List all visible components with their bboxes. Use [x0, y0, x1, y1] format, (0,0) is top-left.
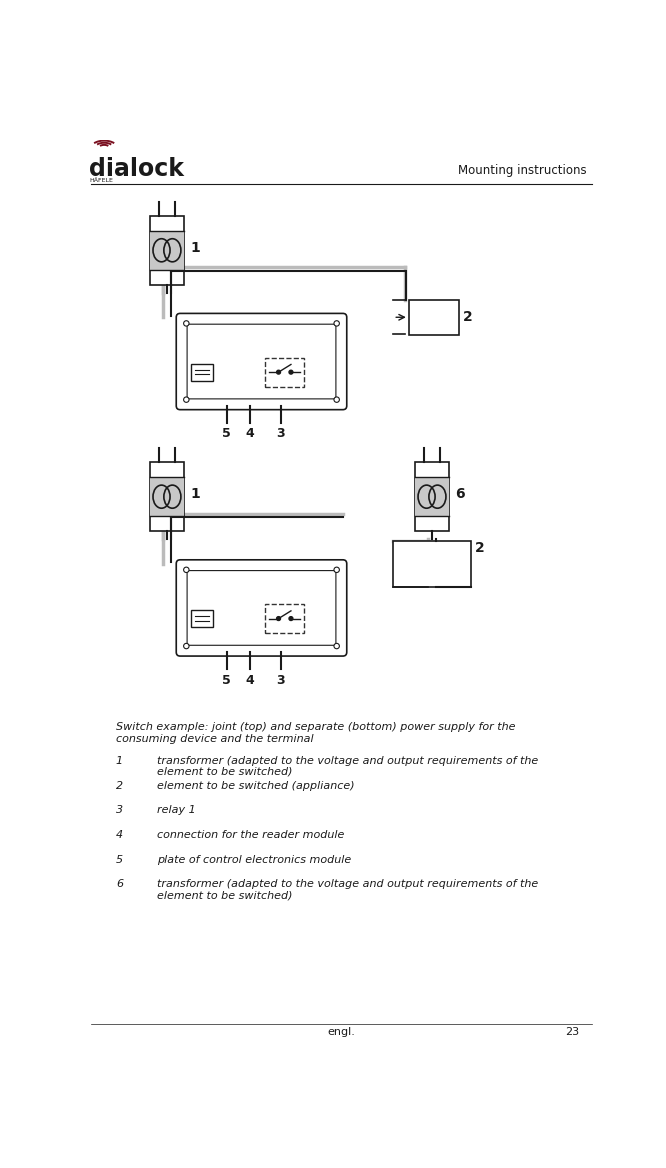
Bar: [415, 478, 449, 516]
Text: relay 1: relay 1: [157, 806, 196, 815]
Bar: [150, 216, 184, 285]
Circle shape: [289, 370, 293, 374]
Circle shape: [276, 370, 280, 374]
Text: 4: 4: [246, 427, 254, 440]
Bar: [265, 604, 304, 633]
Text: 3: 3: [116, 806, 123, 815]
Text: 1: 1: [116, 756, 123, 766]
Text: transformer (adapted to the voltage and output requirements of the: transformer (adapted to the voltage and …: [157, 756, 538, 766]
Circle shape: [334, 644, 340, 648]
Circle shape: [184, 644, 189, 648]
Bar: [393, 541, 471, 586]
Circle shape: [334, 397, 340, 402]
Text: plate of control electronics module: plate of control electronics module: [157, 855, 351, 864]
Text: 6: 6: [456, 487, 465, 501]
Text: 6: 6: [116, 880, 123, 889]
Bar: [265, 357, 304, 387]
Bar: [191, 610, 212, 627]
Text: connection for the reader module: connection for the reader module: [157, 830, 344, 840]
Bar: [191, 363, 212, 381]
Bar: [415, 463, 449, 531]
Text: consuming device and the terminal: consuming device and the terminal: [116, 734, 314, 744]
Circle shape: [289, 617, 293, 620]
FancyBboxPatch shape: [176, 313, 347, 410]
Text: 2: 2: [475, 541, 484, 555]
Text: 4: 4: [116, 830, 123, 840]
Text: element to be switched (appliance): element to be switched (appliance): [157, 780, 354, 791]
Bar: [150, 478, 184, 516]
FancyBboxPatch shape: [176, 559, 347, 656]
Text: 1: 1: [190, 241, 200, 255]
Text: HÄFELE: HÄFELE: [89, 178, 113, 182]
Circle shape: [184, 397, 189, 402]
Circle shape: [184, 321, 189, 326]
Bar: [150, 231, 184, 270]
Circle shape: [276, 617, 280, 620]
Circle shape: [334, 568, 340, 572]
Text: 3: 3: [276, 674, 285, 687]
Text: 5: 5: [116, 855, 123, 864]
Text: Mounting instructions: Mounting instructions: [458, 165, 587, 178]
Text: 4: 4: [246, 674, 254, 687]
Text: 5: 5: [222, 427, 231, 440]
Text: element to be switched): element to be switched): [157, 890, 292, 901]
Text: 1: 1: [190, 487, 200, 501]
Text: 5: 5: [222, 674, 231, 687]
Text: engl.: engl.: [328, 1027, 355, 1037]
Text: 23: 23: [565, 1027, 579, 1037]
Text: 2: 2: [463, 311, 473, 325]
Text: dialock: dialock: [89, 158, 184, 181]
Text: 2: 2: [116, 780, 123, 791]
Circle shape: [334, 321, 340, 326]
Text: Switch example: joint (top) and separate (bottom) power supply for the: Switch example: joint (top) and separate…: [116, 722, 515, 731]
Text: element to be switched): element to be switched): [157, 767, 292, 777]
Text: transformer (adapted to the voltage and output requirements of the: transformer (adapted to the voltage and …: [157, 880, 538, 889]
Circle shape: [184, 568, 189, 572]
Bar: [150, 463, 184, 531]
Bar: [409, 300, 459, 334]
Text: 3: 3: [276, 427, 285, 440]
